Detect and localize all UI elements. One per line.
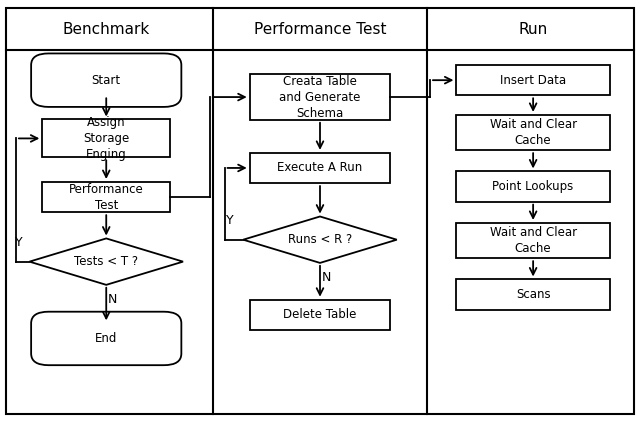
FancyBboxPatch shape [250,74,390,120]
FancyBboxPatch shape [31,54,181,107]
Text: Performance
Test: Performance Test [69,183,143,211]
Text: Performance Test: Performance Test [253,22,387,37]
Text: N: N [108,293,117,306]
FancyBboxPatch shape [456,171,610,202]
Text: Point Lookups: Point Lookups [493,180,573,193]
Text: Assign
Storage
Enging: Assign Storage Enging [83,116,129,161]
Text: Wait and Clear
Cache: Wait and Clear Cache [490,226,577,255]
FancyBboxPatch shape [456,223,610,258]
Text: Tests < T ?: Tests < T ? [74,255,138,268]
FancyBboxPatch shape [42,182,170,212]
Text: Creata Table
and Generate
Schema: Creata Table and Generate Schema [279,75,361,119]
Text: End: End [95,332,117,345]
Text: Run: Run [519,22,548,37]
FancyBboxPatch shape [250,153,390,183]
Text: Runs < R ?: Runs < R ? [288,233,352,246]
FancyBboxPatch shape [456,279,610,310]
Polygon shape [29,238,183,285]
Text: Start: Start [92,74,121,87]
Text: Insert Data: Insert Data [500,74,566,87]
Text: Y: Y [226,214,234,227]
FancyBboxPatch shape [42,119,170,157]
Polygon shape [243,216,397,263]
Text: Benchmark: Benchmark [63,22,150,37]
Text: Y: Y [15,236,23,249]
Text: N: N [322,271,331,284]
Text: Scans: Scans [516,288,550,301]
FancyBboxPatch shape [456,115,610,150]
FancyBboxPatch shape [456,65,610,95]
FancyBboxPatch shape [250,300,390,330]
Text: Execute A Run: Execute A Run [277,162,363,174]
FancyBboxPatch shape [31,312,181,365]
Text: Delete Table: Delete Table [284,308,356,321]
Text: Wait and Clear
Cache: Wait and Clear Cache [490,118,577,147]
